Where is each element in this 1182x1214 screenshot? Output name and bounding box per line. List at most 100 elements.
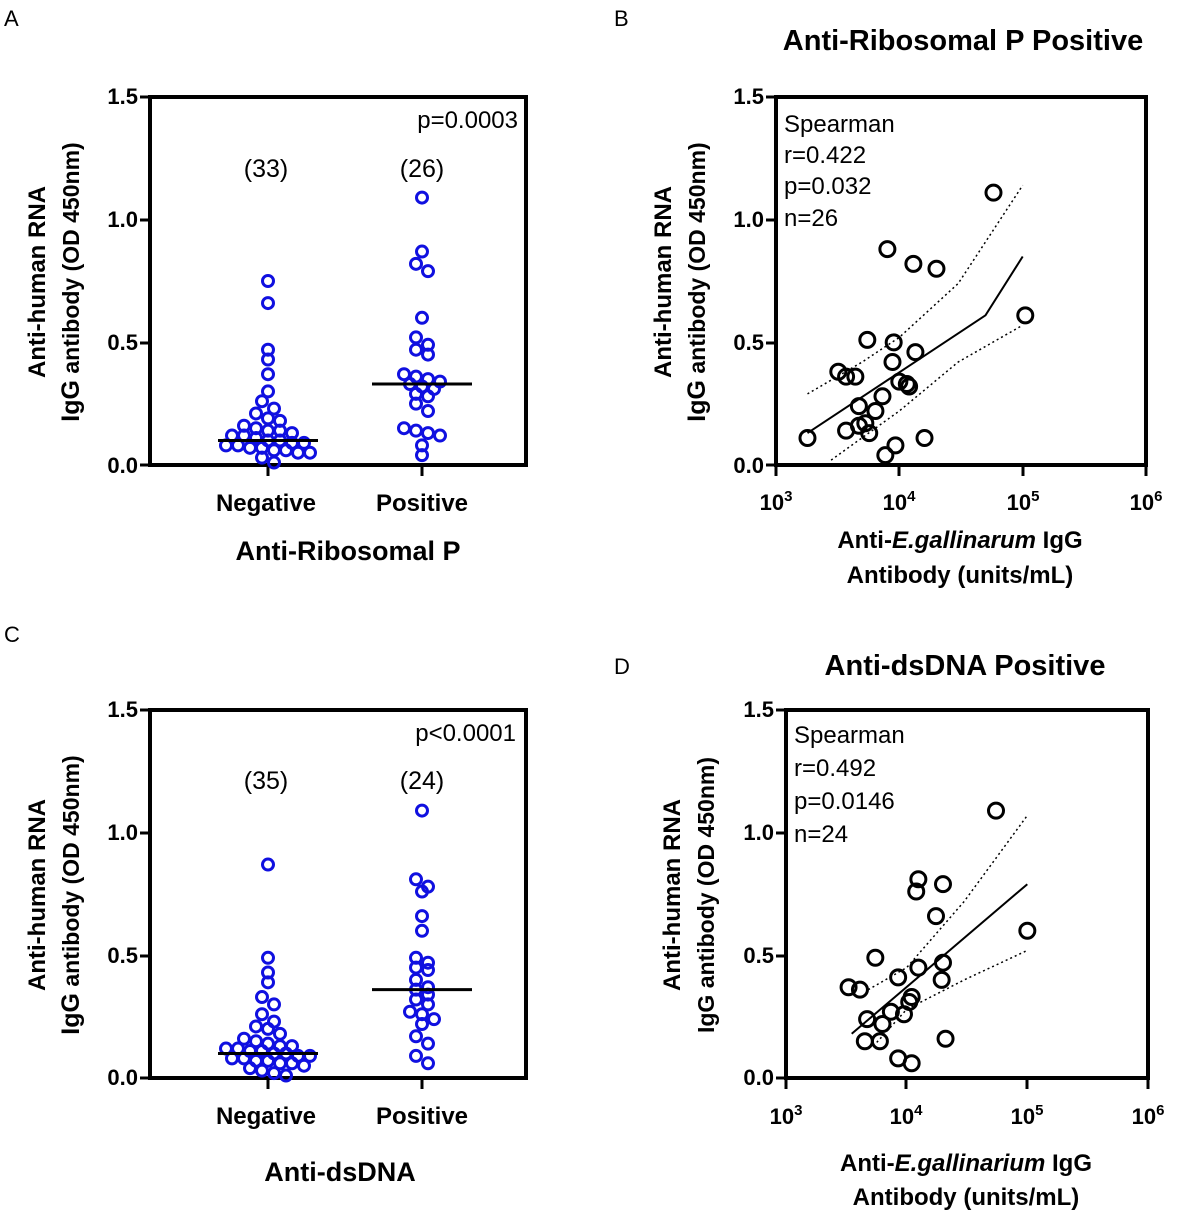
panel-c-y-axis-label: Anti-human RNA IgG antibody (OD 450nm) bbox=[24, 755, 85, 1034]
data-point bbox=[409, 872, 423, 887]
data-point bbox=[261, 352, 275, 367]
data-point bbox=[897, 375, 916, 394]
panel-b-stats-method: Spearman bbox=[784, 111, 895, 138]
panel-b-x-tick-label: 105 bbox=[1007, 488, 1040, 515]
panel-b-y-axis-label: Anti-human RNA IgG antibody (OD 450nm) bbox=[650, 142, 711, 421]
panel-b-stats-r: r=0.422 bbox=[784, 142, 866, 169]
panel-d-title: Anti-dsDNA Positive bbox=[825, 650, 1106, 682]
data-point bbox=[279, 1068, 293, 1083]
panel-a-plot-frame bbox=[148, 95, 528, 467]
data-point bbox=[267, 401, 281, 416]
panel-c-y-tick-label: 0.0 bbox=[107, 1065, 138, 1090]
data-point bbox=[415, 448, 429, 463]
data-point bbox=[909, 958, 928, 977]
panel-c-count-label: (35) bbox=[244, 767, 288, 795]
data-point bbox=[255, 990, 269, 1005]
panel-b-plot-frame bbox=[774, 95, 1148, 467]
panel-c-x-axis-label: Anti-dsDNA bbox=[264, 1157, 415, 1187]
panel-a-y-tick-label: 1.0 bbox=[107, 207, 138, 232]
panel-b-y-tick-label: 0.5 bbox=[733, 330, 764, 355]
data-point bbox=[890, 372, 909, 391]
panel-c-dot-plot: C Anti-human RNA IgG antibody (OD 450nm)… bbox=[4, 622, 528, 1187]
data-point bbox=[421, 264, 435, 279]
panel-a-y-tick-label: 0.0 bbox=[107, 453, 138, 478]
panel-b-y-axis-label-line2: IgG antibody (OD 450nm) bbox=[683, 142, 711, 421]
panel-letter-c: C bbox=[4, 622, 20, 647]
panel-c-y-tick-labels: 1.5 1.0 0.5 0.0 bbox=[107, 697, 138, 1090]
panel-a-y-axis-label-line2: IgG antibody (OD 450nm) bbox=[57, 142, 85, 421]
panel-b-x-tick-labels: 103 104 105 106 bbox=[760, 488, 1163, 515]
panel-c-y-axis-label-rest: antibody (OD 450nm) bbox=[58, 755, 84, 993]
data-point bbox=[1016, 306, 1035, 325]
data-point bbox=[904, 254, 923, 273]
data-point bbox=[878, 240, 897, 259]
data-point bbox=[900, 377, 919, 396]
data-point bbox=[933, 875, 952, 894]
data-point bbox=[261, 950, 275, 965]
data-point bbox=[798, 429, 817, 448]
panel-c-x-ticks bbox=[266, 1078, 424, 1089]
data-point bbox=[984, 183, 1003, 202]
data-point bbox=[855, 1032, 874, 1051]
data-point bbox=[987, 801, 1006, 820]
panel-d-y-tick-label: 1.0 bbox=[743, 820, 774, 845]
data-point bbox=[261, 296, 275, 311]
data-point bbox=[409, 1029, 423, 1044]
data-point bbox=[894, 1005, 913, 1024]
panel-d-x-tick-labels: 103 104 105 106 bbox=[770, 1102, 1165, 1129]
data-point bbox=[415, 803, 429, 818]
panel-b-title: Anti-Ribosomal P Positive bbox=[783, 25, 1143, 57]
panel-a-y-tick-labels: 1.5 1.0 0.5 0.0 bbox=[107, 84, 138, 478]
data-point bbox=[297, 1058, 311, 1073]
data-point bbox=[255, 394, 269, 409]
panel-a-y-axis-label-line1: Anti-human RNA bbox=[24, 186, 51, 378]
data-point bbox=[421, 963, 435, 978]
data-point bbox=[421, 389, 435, 404]
data-point bbox=[873, 1015, 892, 1034]
data-point bbox=[421, 404, 435, 419]
panel-d-stats-r: r=0.492 bbox=[794, 755, 876, 782]
panel-c-p-value: p<0.0001 bbox=[415, 720, 516, 747]
panel-c-y-tick-label: 1.0 bbox=[107, 820, 138, 845]
panel-c-plot-frame bbox=[148, 708, 528, 1080]
panel-b-x-axis-label-line1: Anti-E.gallinarum IgG bbox=[837, 527, 1082, 554]
data-point bbox=[415, 923, 429, 938]
data-point bbox=[858, 1010, 877, 1029]
data-point bbox=[933, 953, 952, 972]
panel-c-x-category-label: Negative bbox=[216, 1103, 316, 1130]
panel-d-plot-frame bbox=[784, 708, 1150, 1080]
data-point bbox=[403, 1004, 417, 1019]
panel-b-marks bbox=[798, 183, 1035, 465]
panel-a-count-label: (33) bbox=[244, 155, 288, 183]
data-point bbox=[409, 992, 423, 1007]
panel-b-stats-n: n=26 bbox=[784, 205, 838, 232]
confidence-band-upper bbox=[807, 184, 1024, 395]
panel-b-x-tick-label: 103 bbox=[760, 488, 793, 515]
panel-d-x-axis-label-line2: Antibody (units/mL) bbox=[853, 1184, 1080, 1211]
data-point bbox=[421, 955, 435, 970]
data-point bbox=[415, 244, 429, 259]
data-point bbox=[927, 259, 946, 278]
panel-d-stats-p: p=0.0146 bbox=[794, 788, 895, 815]
panel-b-y-tick-labels: 1.5 1.0 0.5 0.0 bbox=[733, 84, 764, 478]
regression-line bbox=[851, 883, 1028, 1035]
panel-c-y-axis-label-igg: IgG bbox=[57, 993, 85, 1035]
data-point bbox=[303, 445, 317, 460]
data-point bbox=[409, 423, 423, 438]
data-point bbox=[858, 330, 877, 349]
data-point bbox=[850, 980, 869, 999]
data-point bbox=[249, 406, 263, 421]
panel-b-y-axis-label-igg: IgG bbox=[683, 380, 711, 422]
data-point bbox=[261, 384, 275, 399]
data-point bbox=[1018, 921, 1037, 940]
panel-a-x-axis-label: Anti-Ribosomal P bbox=[235, 536, 460, 566]
panel-b-x-axis-label-line2: Antibody (units/mL) bbox=[847, 562, 1074, 589]
data-point bbox=[415, 1017, 429, 1032]
panel-b-x-tick-label: 104 bbox=[883, 488, 916, 515]
data-point bbox=[261, 367, 275, 382]
data-point bbox=[397, 421, 411, 436]
panel-c-y-axis-label-line1: Anti-human RNA bbox=[24, 799, 51, 991]
panel-b-y-tick-label: 1.5 bbox=[733, 84, 764, 109]
panel-b-scatter-plot: B Anti-Ribosomal P Positive Anti-human R… bbox=[614, 6, 1162, 589]
panel-letter-a: A bbox=[4, 6, 19, 31]
